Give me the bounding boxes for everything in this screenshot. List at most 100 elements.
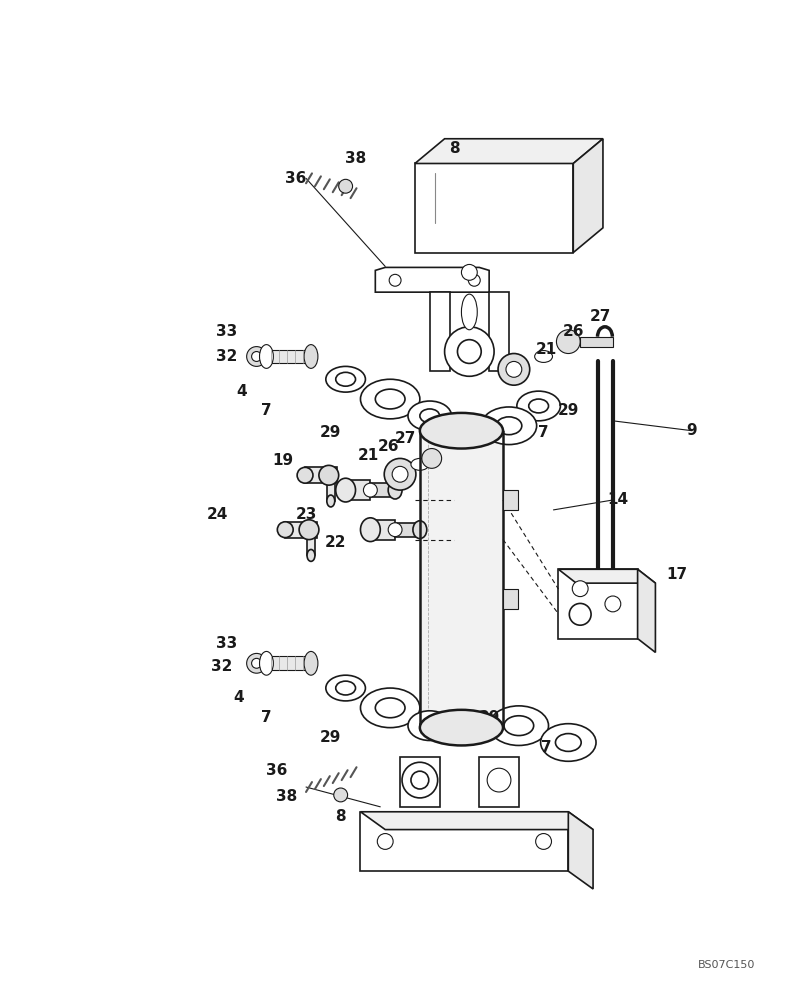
Text: 4: 4 [233, 690, 244, 705]
Circle shape [251, 352, 261, 361]
Circle shape [247, 653, 266, 673]
Polygon shape [307, 538, 315, 555]
Circle shape [384, 458, 415, 490]
Polygon shape [478, 757, 518, 807]
Polygon shape [400, 757, 439, 807]
Text: 9: 9 [686, 423, 697, 438]
Polygon shape [370, 520, 395, 540]
Circle shape [535, 834, 551, 849]
Ellipse shape [528, 399, 548, 413]
Text: 21: 21 [535, 342, 556, 357]
Ellipse shape [360, 688, 419, 728]
Polygon shape [502, 490, 517, 510]
Ellipse shape [297, 467, 312, 483]
Ellipse shape [335, 681, 355, 695]
Text: 8: 8 [335, 809, 345, 824]
Ellipse shape [360, 518, 380, 542]
Polygon shape [370, 483, 395, 497]
Circle shape [298, 520, 319, 540]
Circle shape [457, 340, 481, 363]
Text: 21: 21 [358, 448, 379, 463]
Circle shape [333, 788, 347, 802]
Ellipse shape [325, 366, 365, 392]
Text: 26: 26 [377, 439, 398, 454]
Text: 14: 14 [607, 492, 628, 508]
Polygon shape [375, 267, 488, 292]
Text: 27: 27 [589, 309, 610, 324]
Circle shape [569, 603, 590, 625]
Ellipse shape [555, 734, 581, 751]
Polygon shape [488, 292, 508, 371]
Text: 19: 19 [272, 453, 294, 468]
Ellipse shape [540, 724, 595, 761]
Text: 4: 4 [236, 384, 247, 399]
Ellipse shape [481, 407, 536, 445]
Ellipse shape [307, 549, 315, 561]
Text: 29: 29 [320, 730, 341, 745]
Text: 33: 33 [216, 636, 237, 651]
Polygon shape [285, 522, 316, 538]
Circle shape [392, 466, 407, 482]
Polygon shape [360, 812, 568, 871]
Polygon shape [360, 812, 592, 830]
Text: 29: 29 [320, 425, 341, 440]
Circle shape [251, 658, 261, 668]
Circle shape [410, 771, 428, 789]
Polygon shape [395, 523, 419, 537]
Polygon shape [419, 431, 502, 728]
Ellipse shape [504, 716, 533, 736]
Text: 7: 7 [538, 425, 548, 440]
Ellipse shape [410, 458, 428, 470]
Text: 38: 38 [275, 789, 297, 804]
Circle shape [556, 330, 580, 354]
Circle shape [487, 768, 510, 792]
Text: BS07C150: BS07C150 [697, 960, 754, 970]
Polygon shape [266, 656, 311, 670]
Polygon shape [266, 350, 311, 363]
Circle shape [422, 449, 441, 468]
Ellipse shape [326, 495, 334, 507]
Circle shape [247, 347, 266, 366]
Circle shape [388, 274, 401, 286]
Polygon shape [305, 467, 337, 483]
Text: 8: 8 [448, 141, 459, 156]
Ellipse shape [375, 389, 405, 409]
Text: 29: 29 [478, 710, 500, 725]
Circle shape [604, 596, 620, 612]
Polygon shape [326, 483, 334, 501]
Text: 33: 33 [216, 324, 237, 339]
Circle shape [444, 327, 493, 376]
Ellipse shape [360, 379, 419, 419]
Text: 7: 7 [541, 740, 551, 755]
Polygon shape [558, 569, 654, 583]
Polygon shape [502, 589, 517, 609]
Circle shape [388, 523, 401, 537]
Ellipse shape [419, 409, 439, 423]
Ellipse shape [303, 651, 318, 675]
Text: 36: 36 [285, 171, 307, 186]
Ellipse shape [413, 521, 427, 539]
Text: 32: 32 [211, 659, 232, 674]
Circle shape [572, 581, 587, 597]
Text: 7: 7 [261, 403, 272, 418]
Text: 36: 36 [265, 763, 286, 778]
Ellipse shape [335, 372, 355, 386]
Ellipse shape [488, 706, 548, 745]
Ellipse shape [461, 294, 477, 330]
Polygon shape [558, 569, 637, 639]
Circle shape [468, 274, 479, 286]
Circle shape [363, 483, 377, 497]
Text: 32: 32 [216, 349, 238, 364]
Ellipse shape [496, 417, 521, 435]
Ellipse shape [335, 478, 355, 502]
Polygon shape [414, 139, 603, 163]
Circle shape [461, 264, 477, 280]
Circle shape [505, 361, 521, 377]
Ellipse shape [375, 698, 405, 718]
Ellipse shape [419, 719, 439, 733]
Polygon shape [580, 337, 612, 347]
Ellipse shape [407, 401, 451, 431]
Ellipse shape [534, 351, 551, 362]
Ellipse shape [419, 413, 502, 449]
Polygon shape [429, 292, 449, 371]
